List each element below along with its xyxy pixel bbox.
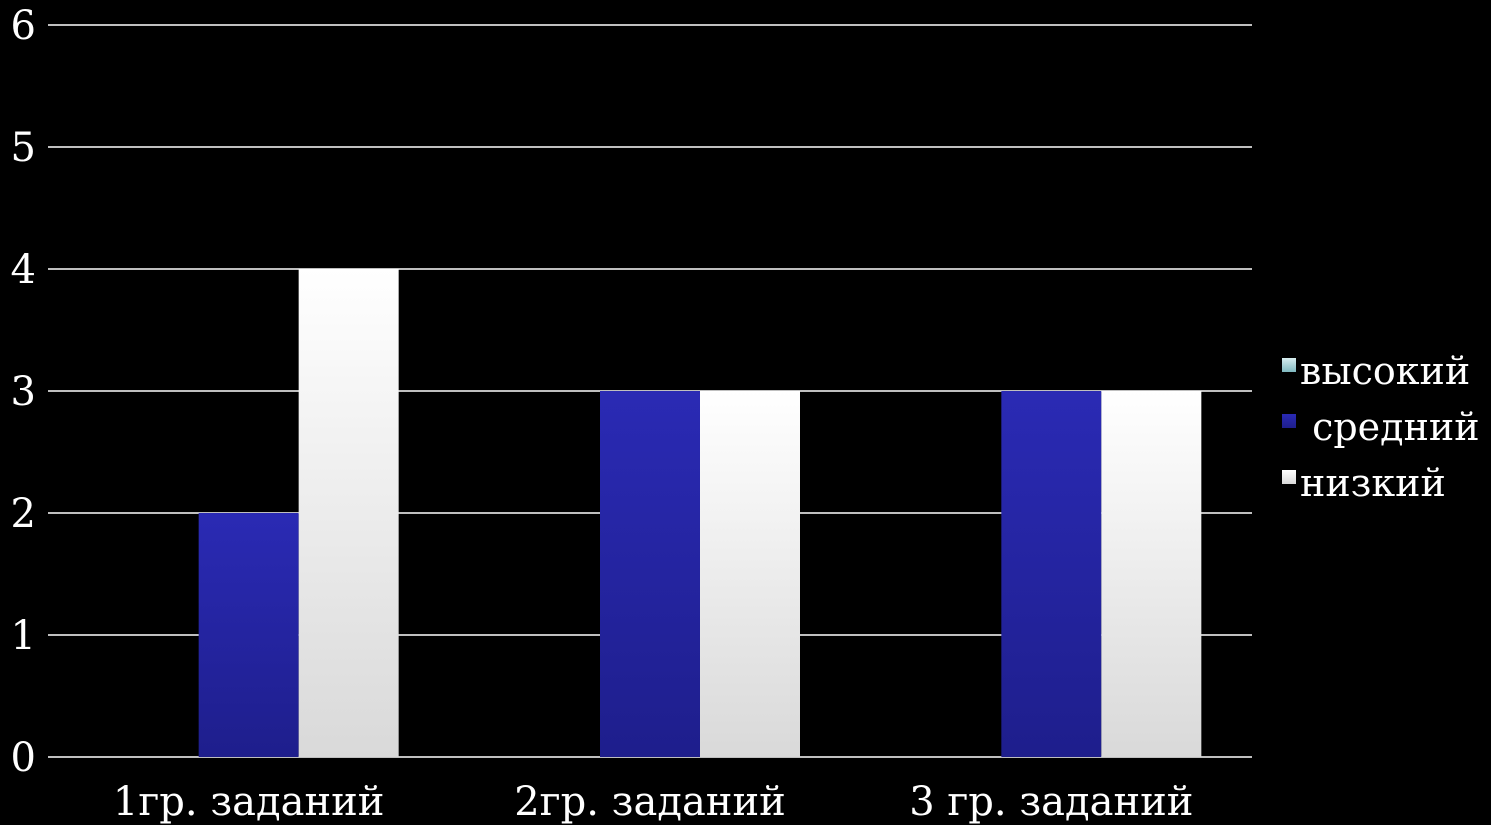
y-tick-label: 5 — [11, 125, 36, 171]
x-category-label: 3 гр. заданий — [909, 779, 1193, 825]
legend-swatch-1 — [1282, 358, 1296, 372]
bar-3-1 — [298, 269, 399, 757]
bars — [198, 269, 1202, 757]
y-tick-label: 1 — [11, 613, 36, 659]
legend-swatch-2 — [1282, 414, 1296, 428]
bar-2-1 — [198, 513, 299, 757]
y-tick-label: 6 — [11, 3, 36, 49]
y-tick-label: 4 — [11, 247, 36, 293]
y-tick-label: 2 — [11, 491, 36, 537]
x-category-label: 2гр. заданий — [514, 779, 786, 825]
bar-2-2 — [600, 391, 700, 757]
bar-3-3 — [1101, 391, 1202, 757]
bar-2-3 — [1001, 391, 1102, 757]
legend-swatch-3 — [1282, 470, 1296, 484]
x-axis-categories: 1гр. заданий 2гр. заданий 3 гр. заданий — [113, 779, 1194, 825]
x-category-label: 1гр. заданий — [113, 779, 385, 825]
legend-label-3: низкий — [1300, 461, 1446, 505]
bar-3-2 — [700, 391, 800, 757]
legend-label-1: высокий — [1300, 349, 1470, 393]
y-tick-label: 0 — [11, 735, 36, 781]
legend: высокий средний низкий — [1282, 349, 1480, 505]
y-tick-label: 3 — [11, 369, 36, 415]
legend-label-2: средний — [1300, 405, 1480, 449]
y-axis-ticks: 0 1 2 3 4 5 6 — [11, 3, 36, 781]
